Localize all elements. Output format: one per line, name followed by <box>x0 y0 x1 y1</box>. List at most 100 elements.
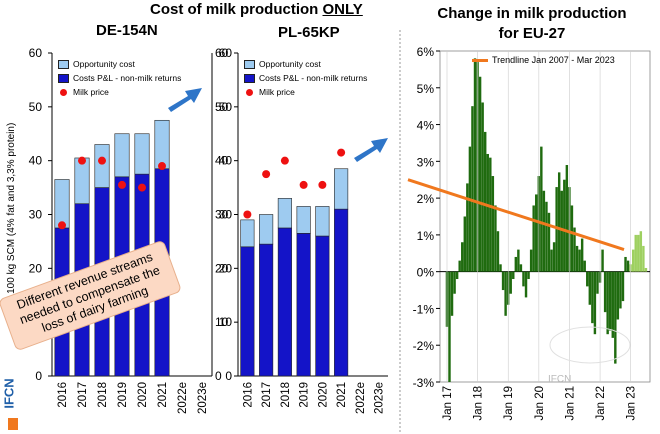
milk-price-point <box>280 156 289 165</box>
y-tick-label: 5% <box>417 82 435 96</box>
y-tick-label: 60 <box>29 46 43 60</box>
legend-trendline: Trendline Jan 2007 - Mar 2023 <box>472 55 615 65</box>
cost-bar <box>240 246 255 377</box>
production-bar <box>519 264 523 272</box>
opportunity-bar <box>54 179 70 229</box>
y-tick-label: 10 <box>219 315 233 329</box>
production-bar <box>560 190 563 272</box>
milk-price-point <box>78 156 86 165</box>
production-bar <box>639 231 643 272</box>
x-tick-label: 2021 <box>336 382 348 408</box>
watermark: IFCN <box>548 374 571 385</box>
y-tick-label-right: 30 <box>215 208 229 222</box>
plot-frame <box>439 50 651 383</box>
production-bar <box>473 58 477 272</box>
opportunity-bar <box>154 119 170 170</box>
production-bar <box>601 249 604 272</box>
production-bar <box>448 271 451 382</box>
production-bar <box>450 271 454 316</box>
brand-square <box>8 418 18 430</box>
y-tick-label: 20 <box>219 261 233 275</box>
subtitle-de: DE-154N <box>96 22 158 39</box>
production-bar <box>573 227 576 272</box>
y-tick-label: 20 <box>29 261 43 275</box>
x-tick-label: Jan 18 <box>473 386 485 421</box>
milk-price-point <box>243 210 252 219</box>
x-tick-label: Jan 22 <box>595 386 607 421</box>
y-tick-label: -3% <box>413 376 435 390</box>
legend-pl: Opportunity cost Costs P&L - non-milk re… <box>244 57 367 99</box>
production-bar <box>489 157 492 272</box>
legend-de: Opportunity cost Costs P&L - non-milk re… <box>58 57 181 99</box>
x-tick-label: 2016 <box>242 382 254 408</box>
y-tick-label: 2% <box>417 192 435 206</box>
production-bar <box>501 271 505 291</box>
y-tick-label: -2% <box>413 339 435 353</box>
production-bar <box>496 231 500 272</box>
production-bar <box>478 76 482 272</box>
production-bar <box>453 271 456 294</box>
opportunity-bar <box>296 206 311 234</box>
opportunity-bar <box>259 214 274 245</box>
production-bar <box>563 179 566 272</box>
opportunity-bar <box>94 144 110 188</box>
production-bar <box>504 271 507 316</box>
production-bar <box>545 201 548 272</box>
y-tick-label-right: 40 <box>215 154 229 168</box>
production-bar <box>522 271 525 287</box>
production-bar <box>499 264 502 272</box>
y-tick-label: 60 <box>219 46 233 60</box>
production-bar <box>557 172 561 272</box>
y-tick-label: 40 <box>29 154 43 168</box>
opportunity-bar <box>74 157 90 205</box>
cost-bar <box>315 235 330 377</box>
subtitle-pl: PL-65KP <box>278 24 340 41</box>
milk-price-point <box>118 180 126 189</box>
y-tick-label-right: 20 <box>215 261 229 275</box>
production-bar <box>547 212 551 272</box>
y-tick-label: 0 <box>35 369 42 383</box>
production-bar <box>624 256 627 272</box>
opportunity-bar <box>277 198 292 229</box>
milk-price-point <box>262 170 271 179</box>
production-bar <box>626 260 630 272</box>
production-bar <box>570 205 574 272</box>
milk-price-point <box>318 180 327 189</box>
production-bar <box>614 271 617 364</box>
production-bar <box>542 190 546 272</box>
production-bar <box>471 106 474 272</box>
y-tick-label: 4% <box>417 119 435 133</box>
production-bar <box>535 194 538 272</box>
title-emphasis: ONLY <box>322 1 363 18</box>
x-tick-label: 2019 <box>299 382 311 408</box>
y-tick-label-right: 0 <box>215 369 222 383</box>
production-bar <box>580 238 584 272</box>
production-bar <box>463 216 467 272</box>
x-tick-label: Jan 19 <box>503 386 515 421</box>
production-bar <box>552 242 556 272</box>
x-tick-label: 2023e <box>374 382 386 414</box>
cost-bar <box>296 233 311 377</box>
x-tick-label: 2017 <box>261 382 273 408</box>
chart-main-title: Cost of milk production ONLY <box>150 1 363 18</box>
production-bar <box>468 146 472 272</box>
y-tick-label-right: 60 <box>215 46 229 60</box>
y-tick-label: 50 <box>29 100 43 114</box>
arrow-de-icon <box>168 88 202 112</box>
ifcn-logo: IFCN <box>1 378 17 409</box>
cost-bar <box>334 208 349 377</box>
y-tick-label: 0 <box>225 369 232 383</box>
x-tick-label: 2020 <box>317 382 329 408</box>
production-bar <box>642 245 645 272</box>
x-tick-label: 2019 <box>117 382 129 408</box>
y-tick-label: 30 <box>29 208 43 222</box>
production-bar <box>634 234 637 272</box>
production-bar <box>524 271 528 298</box>
production-bar <box>481 102 484 272</box>
y-tick-label: 0% <box>417 266 435 280</box>
opportunity-bar <box>334 168 349 210</box>
x-tick-label: Jan 20 <box>534 386 546 421</box>
production-bar <box>486 153 489 272</box>
y-tick-label: 1% <box>417 229 435 243</box>
production-bar <box>575 245 579 272</box>
